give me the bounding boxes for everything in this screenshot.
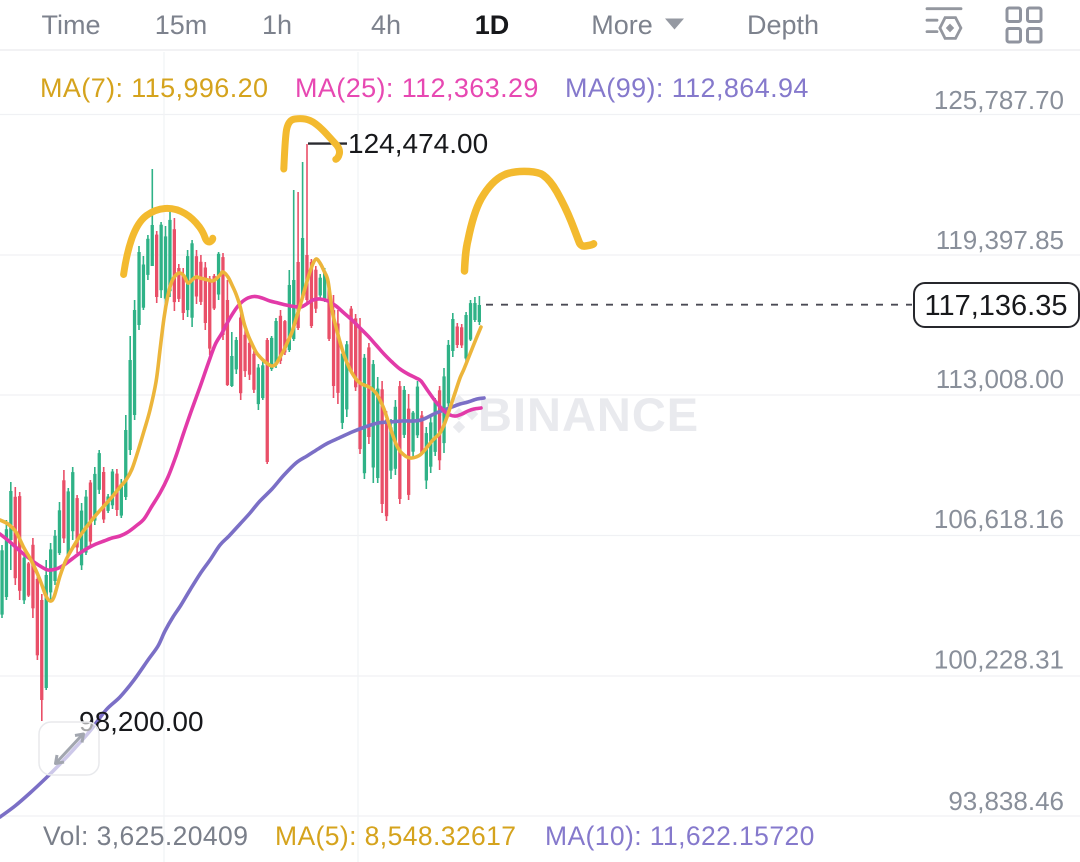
svg-text:BINANCE: BINANCE xyxy=(478,388,699,441)
svg-text:124,474.00: 124,474.00 xyxy=(348,128,488,159)
svg-text:MA(25): 112,363.29: MA(25): 112,363.29 xyxy=(295,73,539,103)
svg-text:100,228.31: 100,228.31 xyxy=(934,645,1064,675)
svg-text:More: More xyxy=(591,10,653,40)
svg-text:106,618.16: 106,618.16 xyxy=(934,504,1064,534)
svg-text:93,838.46: 93,838.46 xyxy=(948,786,1064,816)
svg-text:4h: 4h xyxy=(371,10,401,40)
svg-text:Depth: Depth xyxy=(747,10,819,40)
svg-text:125,787.70: 125,787.70 xyxy=(934,85,1064,115)
svg-text:113,008.00: 113,008.00 xyxy=(936,364,1064,394)
svg-text:MA(7): 115,996.20: MA(7): 115,996.20 xyxy=(40,73,268,103)
svg-text:Time: Time xyxy=(42,10,101,40)
svg-text:15m: 15m xyxy=(155,10,208,40)
svg-text:MA(10): 11,622.15720: MA(10): 11,622.15720 xyxy=(545,821,815,851)
svg-text:98,200.00: 98,200.00 xyxy=(79,706,204,737)
svg-text:MA(5): 8,548.32617: MA(5): 8,548.32617 xyxy=(275,821,516,851)
svg-text:117,136.35: 117,136.35 xyxy=(925,290,1068,322)
svg-text:1h: 1h xyxy=(262,10,292,40)
svg-text:Vol: 3,625.20409: Vol: 3,625.20409 xyxy=(43,821,248,851)
svg-text:1D: 1D xyxy=(475,10,510,40)
svg-text:119,397.85: 119,397.85 xyxy=(936,225,1064,255)
svg-text:MA(99): 112,864.94: MA(99): 112,864.94 xyxy=(565,73,809,103)
